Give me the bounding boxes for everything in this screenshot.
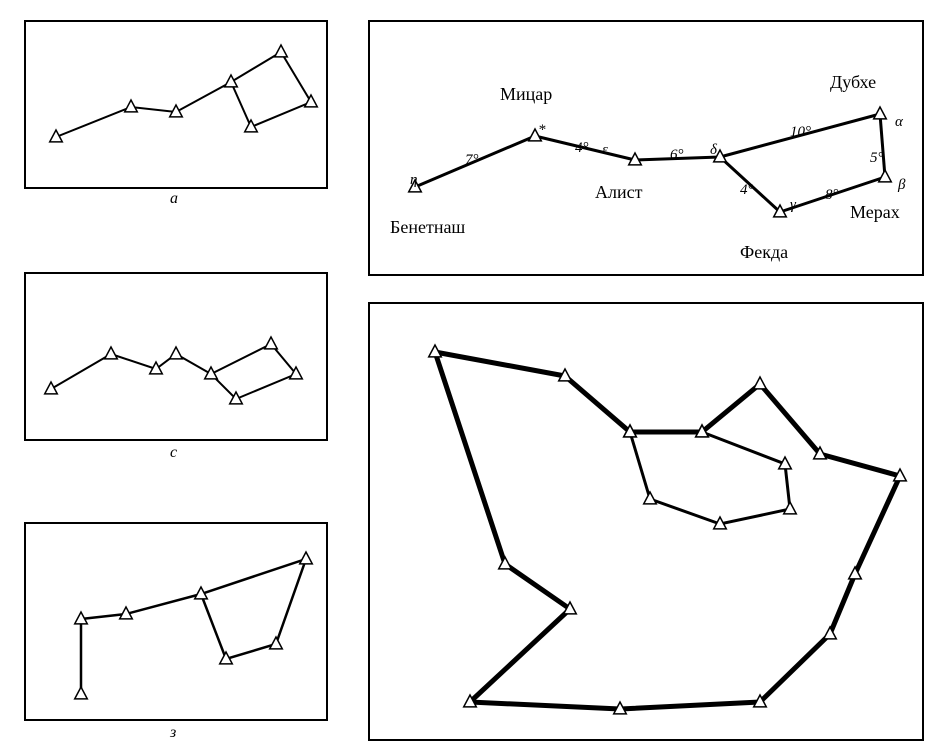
caption-a: а (170, 190, 178, 208)
panel-e (368, 302, 924, 741)
panel-b: Бенетнаш Мицар Алист Фекда Мерах Дубхе 7° 4° ε 6°… (368, 20, 924, 276)
caption-d: з (170, 724, 176, 742)
panel-d (24, 522, 328, 721)
star-name-alpha: Дубхе (830, 72, 876, 93)
caption-c: с (170, 444, 177, 462)
star-name-eps: Алист (595, 182, 642, 203)
angular-label-1: 4° (575, 140, 589, 157)
angular-label-2: ε (602, 142, 608, 159)
angular-label-11: β (898, 177, 905, 194)
angular-label-10: α (895, 114, 903, 131)
angular-label-4: δ (710, 142, 717, 159)
angular-label-0: 7° (465, 152, 479, 169)
panel-a (24, 20, 328, 189)
panel-e-svg (370, 304, 922, 739)
angular-label-7: γ (790, 197, 796, 214)
star-name-eta: Бенетнаш (390, 217, 465, 238)
panel-c (24, 272, 328, 441)
panel-a-svg (26, 22, 326, 187)
angular-label-13: * (538, 122, 546, 139)
star-name-zeta: Мицар (500, 84, 552, 105)
angular-label-9: 5° (870, 150, 884, 167)
figure-canvas: а с з Бенетнаш Мицар Алист Фекда Мерах Дубхе 7… (0, 0, 940, 755)
star-name-beta: Мерах (850, 202, 900, 223)
angular-label-3: 6° (670, 147, 684, 164)
angular-label-5: 10° (790, 124, 811, 141)
panel-d-svg (26, 524, 326, 719)
angular-label-8: 8° (825, 187, 839, 204)
star-name-gamma: Фекда (740, 242, 788, 263)
angular-label-6: 4° (740, 182, 754, 199)
panel-c-svg (26, 274, 326, 439)
angular-label-12: η (410, 172, 417, 189)
